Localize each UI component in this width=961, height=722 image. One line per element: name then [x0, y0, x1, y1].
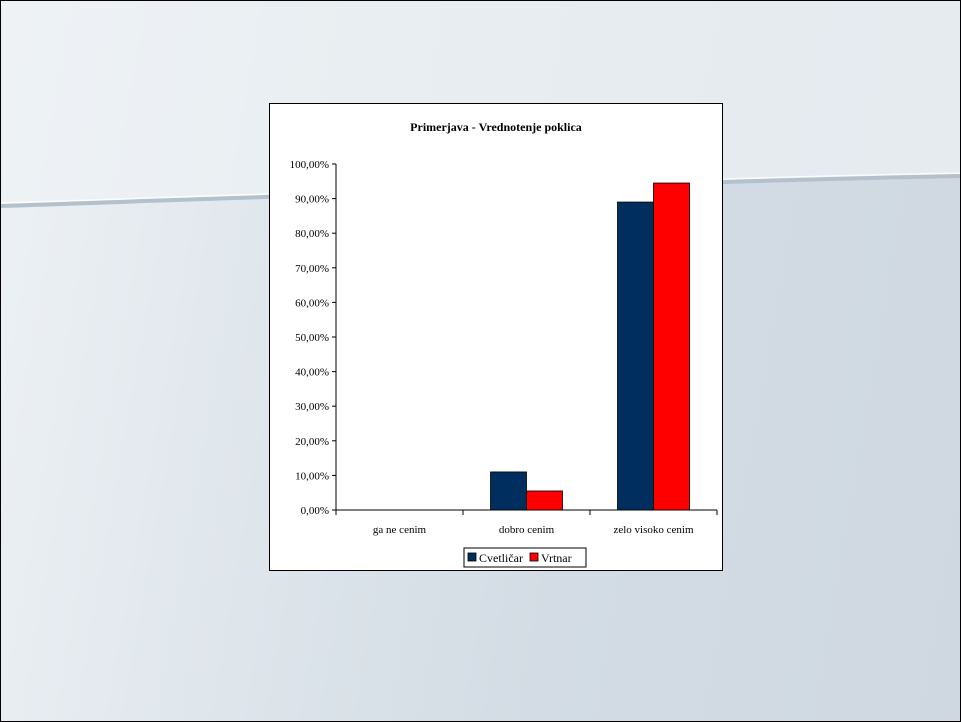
bar-1-2 [490, 471, 527, 511]
y-tick-label: 70,00% [295, 263, 329, 275]
legend-swatch-1 [467, 552, 477, 562]
legend-box [463, 547, 587, 568]
legend-label-2: Vrtnar [541, 551, 572, 565]
y-tick-label: 40,00% [295, 367, 329, 379]
y-tick-label: 60,00% [295, 297, 329, 309]
y-tick-label: 50,00% [295, 332, 329, 344]
y-tick-label: 100,00% [290, 159, 329, 171]
y-tick-label: 10,00% [295, 470, 329, 482]
legend: Cvetličar Vrtnar [463, 547, 587, 568]
x-axis: ga ne cenim dobro cenim zelo visoko cenim [335, 509, 718, 536]
bar-chart: Primerjava - Vrednotenje poklica 0,00% 10… [290, 120, 718, 568]
y-axis: 0,00% 10,00% 20,00% 30,00% 40,00% 50,00% 60,00… [290, 159, 337, 517]
bar-2-2 [526, 490, 563, 511]
legend-swatch-2 [529, 552, 539, 562]
y-tick-label: 80,00% [295, 228, 329, 240]
y-tick-label: 20,00% [295, 436, 329, 448]
bar-2-3 [653, 182, 690, 511]
bars [490, 182, 690, 511]
x-category-label: ga ne cenim [373, 524, 427, 536]
chart-title: Primerjava - Vrednotenje poklica [410, 120, 582, 134]
y-tick-label: 0,00% [301, 505, 329, 517]
y-tick-label: 30,00% [295, 401, 329, 413]
x-category-label: zelo visoko cenim [613, 524, 693, 536]
x-category-label: dobro cenim [499, 524, 555, 536]
y-tick-label: 90,00% [295, 194, 329, 206]
bar-1-3 [617, 201, 654, 511]
legend-label-1: Cvetličar [479, 551, 523, 565]
chart-area: Primerjava - Vrednotenje poklica 0,00% 10… [269, 103, 723, 571]
